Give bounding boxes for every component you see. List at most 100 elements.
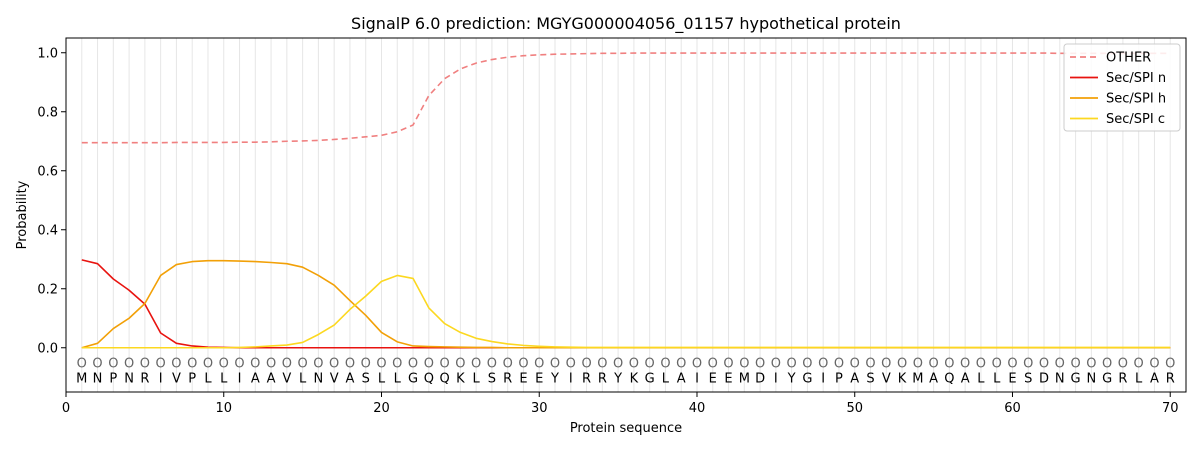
residue-marker: O	[408, 357, 418, 372]
x-tick-label: 60	[1004, 401, 1021, 416]
residue-marker: O	[518, 357, 528, 372]
residue-marker: O	[439, 357, 449, 372]
residue-letter: E	[709, 371, 717, 386]
residue-marker: O	[1070, 357, 1080, 372]
residue-letter: A	[267, 371, 276, 386]
legend-label: Sec/SPI h	[1106, 92, 1166, 107]
residue-letter: I	[569, 371, 573, 386]
y-tick-label: 0.8	[37, 105, 58, 120]
residue-letter: Y	[613, 371, 622, 386]
residue-letter: A	[929, 371, 938, 386]
residue-marker: O	[424, 357, 434, 372]
residue-letter: I	[821, 371, 825, 386]
residue-marker: O	[1102, 357, 1112, 372]
residue-letter: E	[535, 371, 543, 386]
residue-marker: O	[944, 357, 954, 372]
residue-letter: M	[912, 371, 923, 386]
residue-letter: N	[124, 371, 134, 386]
residue-letter: P	[188, 371, 196, 386]
residue-letter: A	[677, 371, 686, 386]
residue-letter: G	[1071, 371, 1081, 386]
residue-letter: L	[993, 371, 1001, 386]
residue-marker: O	[534, 357, 544, 372]
residue-marker: O	[613, 357, 623, 372]
residue-letter: A	[961, 371, 970, 386]
residue-marker: O	[1086, 357, 1096, 372]
residue-letter: R	[598, 371, 607, 386]
residue-letter: S	[866, 371, 874, 386]
residue-letter: I	[774, 371, 778, 386]
residue-letter: N	[314, 371, 324, 386]
series-line-sec-spi-c	[81, 274, 1171, 349]
residue-marker: O	[361, 357, 371, 372]
residue-marker: O	[723, 357, 733, 372]
residue-marker: O	[77, 357, 87, 372]
y-tick-label: 0.2	[37, 282, 58, 297]
residue-marker: O	[818, 357, 828, 372]
residue-marker: O	[897, 357, 907, 372]
residue-marker: O	[455, 357, 465, 372]
residue-marker: O	[913, 357, 923, 372]
residue-letter: L	[220, 371, 228, 386]
chart-title: SignalP 6.0 prediction: MGYG000004056_01…	[351, 14, 901, 34]
x-tick-label: 0	[62, 401, 70, 416]
residue-letter: R	[582, 371, 591, 386]
y-tick-label: 1.0	[37, 46, 58, 61]
residue-letter: G	[1102, 371, 1112, 386]
residue-marker: O	[550, 357, 560, 372]
residue-marker: O	[1023, 357, 1033, 372]
residue-letter: K	[630, 371, 639, 386]
series-line-sec-spi-n	[81, 259, 1171, 349]
residue-marker: O	[376, 357, 386, 372]
residue-marker: O	[266, 357, 276, 372]
residue-letter: V	[172, 371, 181, 386]
residue-marker: O	[692, 357, 702, 372]
x-tick-label: 70	[1162, 401, 1179, 416]
residue-marker: O	[1055, 357, 1065, 372]
residue-letter: I	[238, 371, 242, 386]
residue-letter: I	[695, 371, 699, 386]
residue-marker: O	[156, 357, 166, 372]
residue-marker: O	[865, 357, 875, 372]
residue-marker: O	[881, 357, 891, 372]
residue-letter: R	[1166, 371, 1175, 386]
residue-letter: Y	[787, 371, 796, 386]
residue-letter: N	[93, 371, 103, 386]
residue-letter: L	[662, 371, 670, 386]
residue-marker: O	[1007, 357, 1017, 372]
residue-letter: K	[456, 371, 465, 386]
residue-letter: S	[362, 371, 370, 386]
residue-letter: A	[345, 371, 354, 386]
y-axis-label: Probability	[15, 180, 30, 249]
residue-marker: O	[329, 357, 339, 372]
residue-marker: O	[313, 357, 323, 372]
residue-marker: O	[787, 357, 797, 372]
residue-letter: L	[473, 371, 481, 386]
residue-letter: L	[204, 371, 212, 386]
residue-marker: O	[187, 357, 197, 372]
residue-letter: L	[977, 371, 985, 386]
residue-letter: L	[378, 371, 386, 386]
residue-marker: O	[1149, 357, 1159, 372]
residue-marker: O	[960, 357, 970, 372]
residue-letter: Q	[944, 371, 954, 386]
residue-marker: O	[171, 357, 181, 372]
residue-letter: R	[1118, 371, 1127, 386]
residue-marker: O	[203, 357, 213, 372]
y-tick-label: 0.0	[37, 341, 58, 356]
x-tick-label: 40	[689, 401, 706, 416]
residue-letter: L	[299, 371, 307, 386]
residue-marker: O	[802, 357, 812, 372]
residue-letter: K	[898, 371, 907, 386]
residue-letter: R	[140, 371, 149, 386]
residue-marker: O	[660, 357, 670, 372]
residue-letter: R	[503, 371, 512, 386]
residue-marker: O	[487, 357, 497, 372]
residue-letter: M	[76, 371, 87, 386]
residue-letter: E	[519, 371, 527, 386]
y-tick-label: 0.4	[37, 223, 58, 238]
residue-marker: O	[834, 357, 844, 372]
x-tick-label: 20	[373, 401, 390, 416]
residue-letter: V	[330, 371, 339, 386]
